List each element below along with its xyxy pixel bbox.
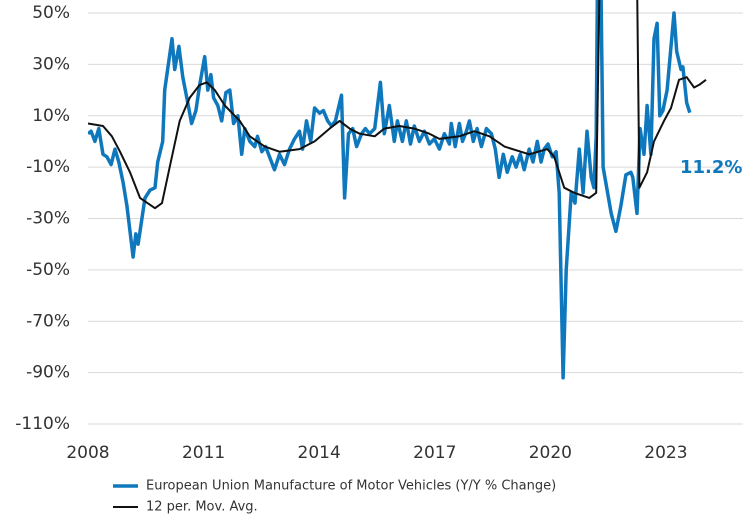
series-line [88,0,692,380]
x-tick-label: 2020 [529,443,572,463]
legend-label: European Union Manufacture of Motor Vehi… [146,479,556,494]
plot-area [88,0,707,380]
y-tick-label: -70% [26,311,70,331]
y-tick-label: 10% [32,106,70,126]
y-tick-label: -110% [15,414,70,434]
y-tick-label: -30% [26,209,70,229]
labels: 50% 30% 10% -10% -30% -50% -70% -90% -110% 2008 20… [15,3,687,515]
y-tick-label: 30% [32,54,70,74]
grid [88,12,743,425]
series-line [88,0,707,210]
annotation: 11.2% [680,157,742,178]
x-tick-label: 2023 [644,443,687,463]
y-tick-label: -90% [26,363,70,383]
x-tick-label: 2011 [182,443,225,463]
x-tick-label: 2014 [298,443,341,463]
y-tick-label: 50% [32,3,70,23]
y-tick-label: -10% [26,157,70,177]
legend-label: 12 per. Mov. Avg. [146,500,258,515]
x-tick-label: 2008 [66,443,109,463]
x-tick-label: 2017 [413,443,456,463]
y-tick-label: -50% [26,260,70,280]
